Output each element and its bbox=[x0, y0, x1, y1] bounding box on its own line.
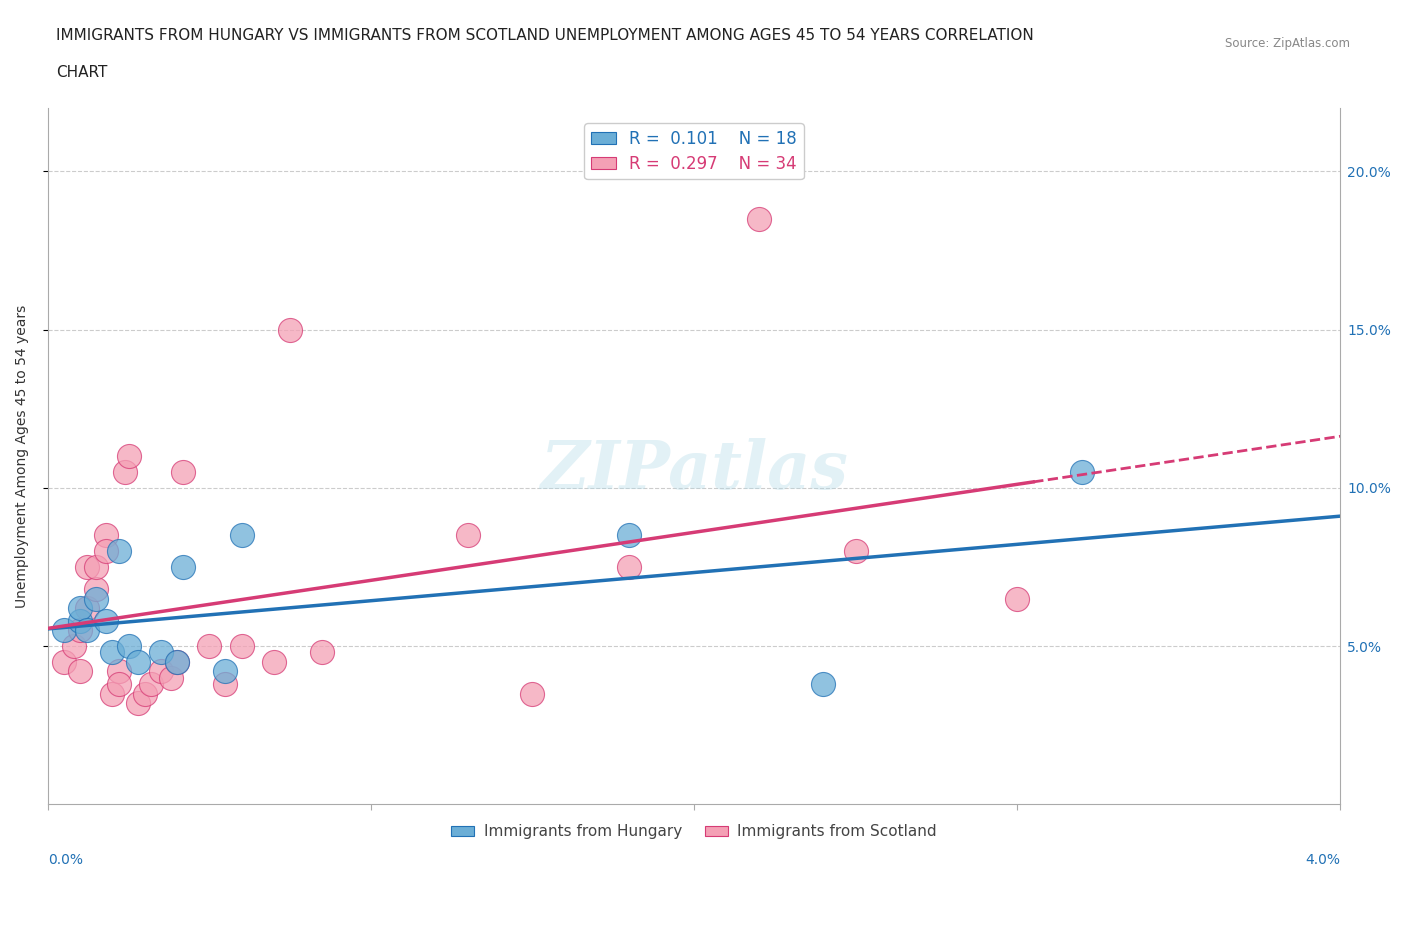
Point bbox=[1070, 465, 1092, 480]
Point bbox=[94, 614, 117, 629]
Point bbox=[84, 560, 107, 575]
Point bbox=[114, 465, 136, 480]
Point bbox=[811, 677, 834, 692]
Point bbox=[231, 639, 253, 654]
Point bbox=[101, 645, 124, 660]
Point bbox=[214, 677, 236, 692]
Point bbox=[139, 677, 162, 692]
Point bbox=[311, 645, 333, 660]
Point bbox=[149, 664, 172, 679]
Point bbox=[52, 623, 75, 638]
Point bbox=[76, 560, 98, 575]
Point bbox=[62, 639, 84, 654]
Point bbox=[108, 664, 131, 679]
Text: Source: ZipAtlas.com: Source: ZipAtlas.com bbox=[1225, 37, 1350, 50]
Point bbox=[134, 686, 156, 701]
Point bbox=[619, 560, 641, 575]
Point bbox=[166, 655, 188, 670]
Point bbox=[619, 528, 641, 543]
Point bbox=[172, 560, 194, 575]
Text: CHART: CHART bbox=[56, 65, 108, 80]
Point bbox=[166, 655, 188, 670]
Point bbox=[127, 696, 149, 711]
Point bbox=[198, 639, 221, 654]
Point bbox=[278, 322, 301, 337]
Text: IMMIGRANTS FROM HUNGARY VS IMMIGRANTS FROM SCOTLAND UNEMPLOYMENT AMONG AGES 45 T: IMMIGRANTS FROM HUNGARY VS IMMIGRANTS FR… bbox=[56, 28, 1033, 43]
Point bbox=[84, 591, 107, 606]
Point bbox=[457, 528, 479, 543]
Point bbox=[94, 544, 117, 559]
Point bbox=[127, 655, 149, 670]
Point bbox=[108, 677, 131, 692]
Y-axis label: Unemployment Among Ages 45 to 54 years: Unemployment Among Ages 45 to 54 years bbox=[15, 304, 30, 608]
Point bbox=[69, 601, 91, 616]
Point bbox=[149, 645, 172, 660]
Point bbox=[117, 639, 139, 654]
Point bbox=[1005, 591, 1028, 606]
Text: 4.0%: 4.0% bbox=[1305, 853, 1340, 867]
Point bbox=[214, 664, 236, 679]
Point bbox=[76, 623, 98, 638]
Point bbox=[522, 686, 544, 701]
Point bbox=[94, 528, 117, 543]
Point bbox=[159, 671, 181, 685]
Point bbox=[69, 623, 91, 638]
Point bbox=[263, 655, 285, 670]
Point bbox=[748, 211, 770, 226]
Point bbox=[52, 655, 75, 670]
Text: 0.0%: 0.0% bbox=[48, 853, 83, 867]
Point bbox=[172, 465, 194, 480]
Point bbox=[69, 664, 91, 679]
Point bbox=[117, 449, 139, 464]
Point bbox=[69, 614, 91, 629]
Point bbox=[84, 581, 107, 596]
Point bbox=[76, 601, 98, 616]
Point bbox=[844, 544, 866, 559]
Legend: Immigrants from Hungary, Immigrants from Scotland: Immigrants from Hungary, Immigrants from… bbox=[446, 818, 942, 845]
Point bbox=[231, 528, 253, 543]
Point bbox=[108, 544, 131, 559]
Point bbox=[101, 686, 124, 701]
Text: ZIPatlas: ZIPatlas bbox=[540, 438, 848, 502]
